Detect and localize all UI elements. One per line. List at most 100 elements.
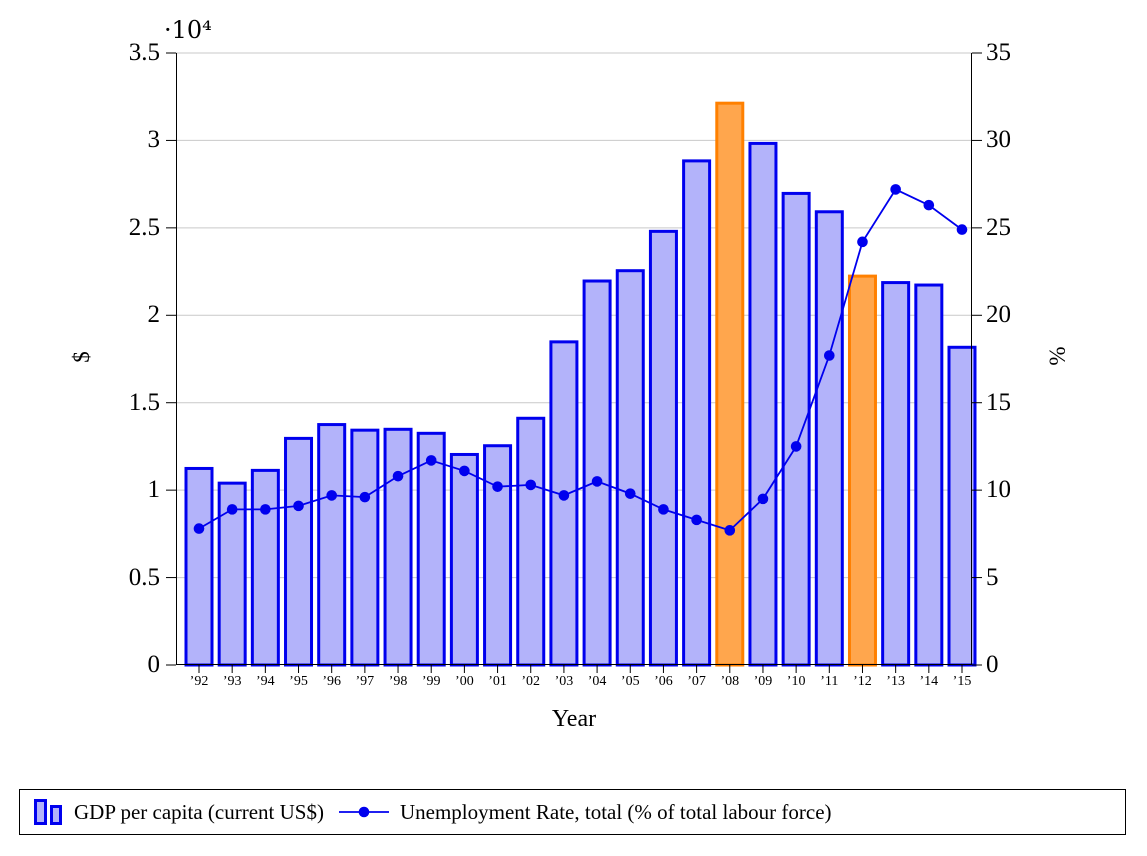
point-96 [326, 490, 337, 501]
y-left-tick-label: 0 [147, 651, 161, 678]
x-tick-label: ’12 [853, 674, 872, 689]
bar-13 [881, 281, 911, 667]
x-tick-label: ’15 [952, 674, 972, 689]
chart-canvas [166, 52, 982, 673]
point-05 [624, 488, 636, 499]
bar-04 [582, 279, 612, 667]
x-tick-label: ’05 [620, 674, 640, 689]
point-14 [923, 199, 935, 211]
point-08 [724, 525, 736, 536]
y-left-tick-label: 3 [147, 126, 161, 154]
bar-14 [914, 283, 944, 667]
x-tick-label: ’11 [820, 674, 839, 689]
bar-95 [284, 436, 314, 667]
bar-09 [748, 141, 778, 667]
point-03 [558, 490, 570, 501]
x-tick-label: ’97 [355, 674, 375, 689]
x-tick-label: ’03 [554, 674, 574, 689]
x-tick-label: ’01 [488, 674, 507, 689]
legend: GDP per capita (current US$) Unemploymen… [19, 789, 1126, 835]
point-10 [790, 441, 802, 452]
x-tick-label: ’98 [388, 674, 408, 689]
bar-05 [615, 269, 645, 667]
y-left-tick-label: 3.5 [128, 39, 160, 66]
point-95 [293, 500, 304, 512]
y-right-tick-label: 5 [986, 563, 999, 591]
bar-10 [781, 191, 811, 667]
y-left-tick-label: 2.5 [128, 213, 160, 241]
point-13 [890, 184, 901, 195]
x-tick-label: ’02 [521, 674, 541, 689]
bar-15 [947, 345, 977, 667]
point-94 [260, 504, 271, 515]
point-99 [425, 455, 437, 466]
point-00 [459, 465, 470, 477]
y-right-tick-label: 10 [986, 476, 1011, 504]
bar-96 [317, 423, 347, 667]
y-right-tick-label: 0 [986, 651, 999, 678]
x-tick-label: ’10 [786, 674, 806, 689]
point-11 [824, 350, 835, 361]
y-left-exponent-label: ·10⁴ [164, 16, 212, 44]
y-right-tick-label: 30 [986, 126, 1011, 154]
x-tick-label: ’00 [455, 674, 474, 689]
bar-06 [648, 229, 678, 667]
bar-07 [682, 159, 712, 667]
x-tick-label: ’09 [753, 674, 773, 689]
bar-98 [383, 427, 413, 667]
bar-03 [549, 340, 579, 667]
point-09 [757, 493, 769, 505]
point-92 [193, 523, 205, 534]
point-07 [691, 514, 702, 526]
bar-08 [715, 101, 745, 667]
x-tick-label: ’93 [222, 674, 242, 689]
x-tick-label: ’92 [189, 674, 209, 689]
x-tick-label: ’08 [720, 674, 740, 689]
legend-label-unemployment: Unemployment Rate, total (% of total lab… [399, 799, 832, 824]
bar-12 [847, 274, 877, 667]
point-93 [226, 504, 238, 515]
legend-item-gdp: GDP per capita (current US$) [32, 797, 324, 827]
bar-94 [250, 468, 280, 667]
y-left-tick-label: 1.5 [128, 388, 160, 416]
point-98 [392, 470, 404, 482]
unemployment-line [198, 188, 963, 532]
point-12 [857, 236, 868, 248]
x-tick-label: ’99 [421, 674, 441, 689]
bar-97 [350, 428, 380, 667]
point-01 [492, 481, 503, 492]
x-axis-title: Year [551, 706, 597, 732]
bar-99 [416, 431, 446, 667]
y-right-tick-label: 15 [986, 388, 1011, 416]
x-tick-label: ’94 [256, 674, 275, 689]
point-04 [591, 476, 603, 487]
y-right-axis-title: % [1045, 346, 1070, 366]
bar-92 [184, 466, 214, 667]
bar-01 [483, 444, 513, 667]
x-tick-label: ’96 [322, 674, 342, 689]
x-tick-label: ’14 [919, 674, 939, 689]
y-right-tick-label: 35 [986, 39, 1011, 66]
y-left-tick-label: 1 [147, 476, 161, 504]
y-right-tick-label: 20 [986, 301, 1011, 329]
x-tick-label: ’13 [886, 674, 905, 689]
line-series-legend-icon [338, 806, 389, 818]
point-15 [956, 224, 968, 235]
point-97 [359, 491, 371, 503]
point-06 [658, 504, 669, 515]
legend-item-unemployment: Unemployment Rate, total (% of total lab… [338, 800, 832, 825]
x-tick-label: ’07 [687, 674, 706, 689]
bar-02 [516, 416, 546, 667]
x-tick-label: ’95 [289, 674, 308, 689]
y-left-tick-label: 0.5 [128, 563, 160, 591]
plot-area [166, 52, 982, 673]
bar-series-legend-icon [34, 799, 62, 825]
point-02 [525, 479, 537, 491]
y-left-axis-title: $ [69, 351, 94, 363]
y-left-tick-label: 2 [147, 301, 161, 329]
y-right-tick-label: 25 [986, 213, 1011, 241]
x-tick-label: ’06 [654, 674, 673, 689]
legend-label-gdp: GDP per capita (current US$) [74, 799, 324, 824]
bar-11 [814, 210, 844, 667]
